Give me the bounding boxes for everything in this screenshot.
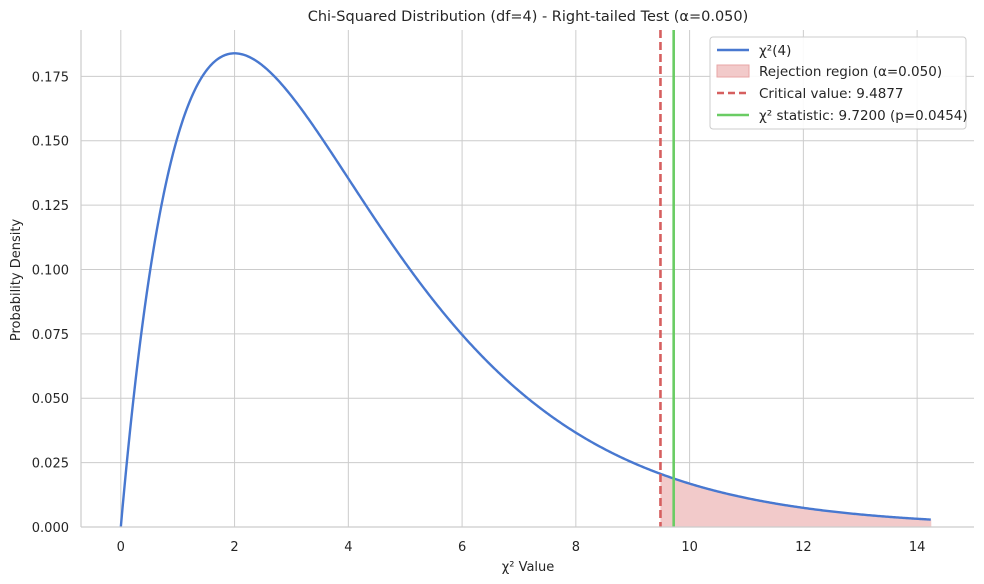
y-axis-label: Probability Density [9,219,24,342]
legend-label-critical: Critical value: 9.4877 [759,86,903,102]
legend-label-statistic: χ² statistic: 9.7200 (p=0.0454) [759,108,968,124]
x-tick-label: 4 [344,540,352,555]
reference-lines [659,30,675,527]
y-tick-label: 0.150 [32,135,69,150]
x-axis-label: χ² Value [502,560,555,575]
legend-label-series: χ²(4) [759,43,791,59]
series-layer [119,52,931,528]
y-tick-label: 0.050 [32,392,69,407]
x-tick-label: 14 [909,540,926,555]
y-tick-label: 0.025 [32,457,69,472]
y-tick-label: 0.075 [32,328,69,343]
legend-label-rejection: Rejection region (α=0.050) [759,64,942,80]
legend: χ²(4) Rejection region (α=0.050) Critica… [709,36,968,130]
x-tick-label: 2 [230,540,238,555]
legend-swatch-rejection [716,64,750,78]
x-tick-label: 6 [458,540,466,555]
x-tick-label: 0 [117,540,125,555]
x-tick-label: 8 [572,540,580,555]
x-tick-label: 10 [681,540,698,555]
y-tick-label: 0.000 [32,521,69,536]
rejection-region-area [660,473,932,527]
chart-title: Chi-Squared Distribution (df=4) - Right-… [308,9,749,25]
series-line-chi2 [119,52,931,528]
rejection-region-fill [660,473,932,527]
x-tick-label: 12 [795,540,812,555]
legend-frame [709,36,967,130]
y-tick-label: 0.175 [32,70,69,85]
tick-labels: 0 2 4 6 8 10 12 14 0.000 0.025 0.050 0.075 0.100 0.12… [32,70,926,555]
y-tick-label: 0.125 [32,199,69,214]
y-tick-label: 0.100 [32,263,69,278]
axes [80,30,974,528]
grid [81,30,974,528]
